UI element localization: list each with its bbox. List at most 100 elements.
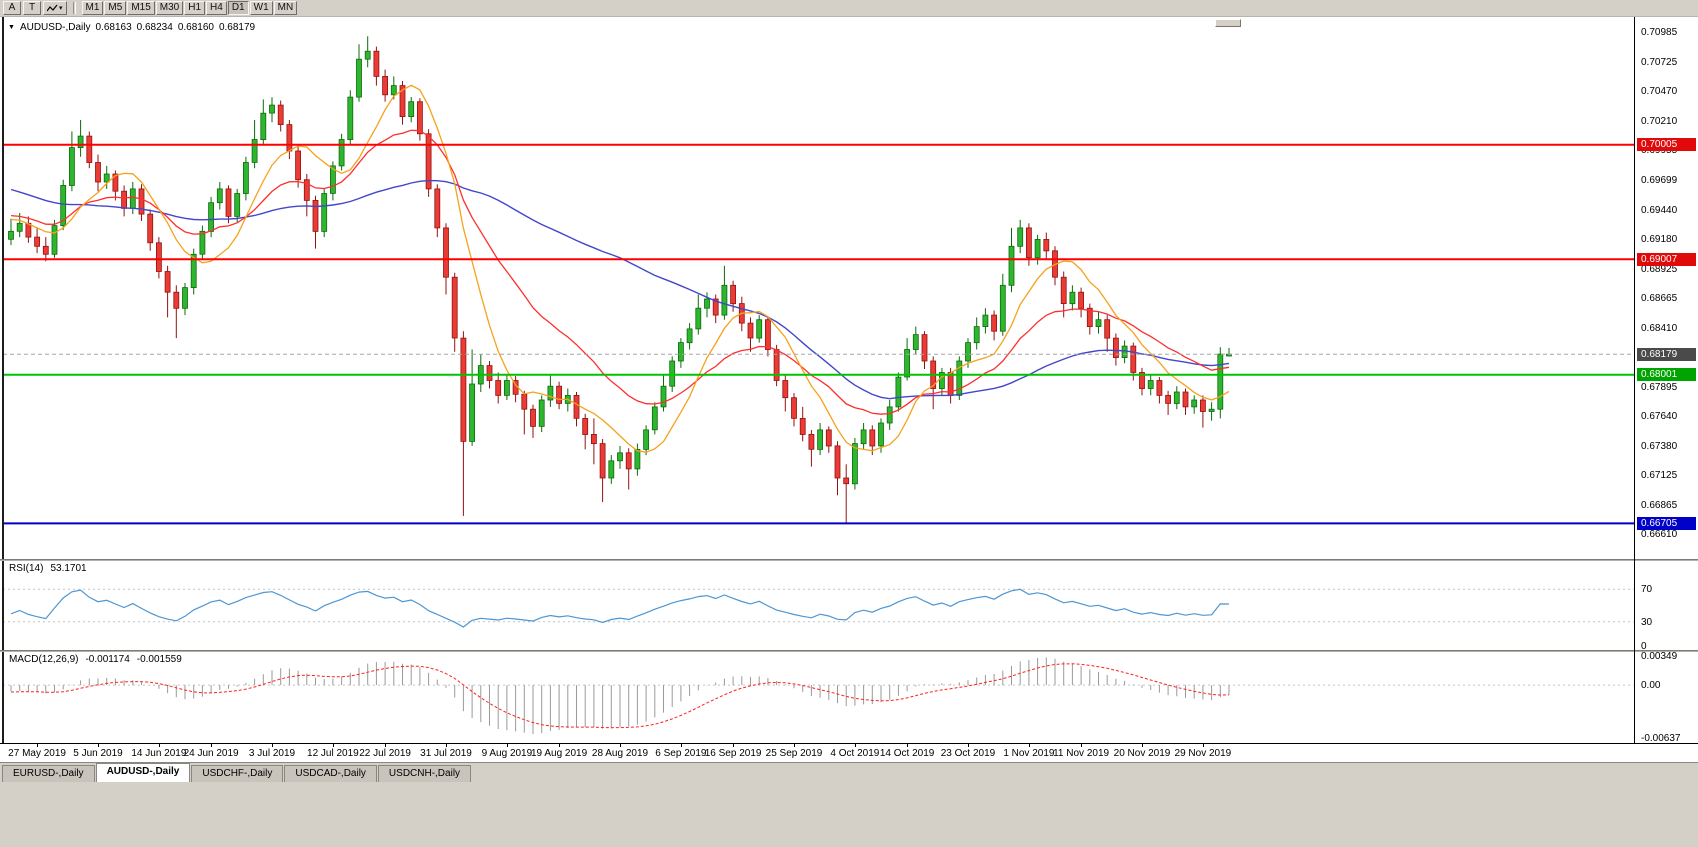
timeframe-button-h1[interactable]: H1 — [184, 1, 206, 15]
date-label: 6 Sep 2019 — [655, 748, 707, 759]
date-label: 29 Nov 2019 — [1174, 748, 1232, 759]
price-badge-0.69007: 0.69007 — [1637, 252, 1696, 266]
date-tick — [1028, 744, 1030, 747]
date-label: 9 Aug 2019 — [481, 748, 533, 759]
price-chart-canvas[interactable] — [3, 17, 1634, 559]
arrow-tool-button[interactable]: A — [3, 1, 21, 15]
price-axis-tick: 0.69699 — [1641, 174, 1678, 186]
date-tick — [733, 744, 735, 747]
ohlc-open: 0.68163 — [95, 22, 132, 33]
macd-axis-label: -0.00637 — [1641, 732, 1681, 744]
price-axis-tick: 0.67380 — [1641, 440, 1678, 452]
drawing-tools-button[interactable]: ▾ — [43, 1, 67, 15]
date-tick — [907, 744, 909, 747]
ohlc-high: 0.68234 — [136, 22, 173, 33]
date-label: 24 Jun 2019 — [183, 748, 239, 759]
rsi-axis-label: 0 — [1641, 640, 1647, 652]
date-tick — [854, 744, 856, 747]
timeframe-button-d1[interactable]: D1 — [227, 1, 249, 15]
macd-panel-canvas — [3, 657, 1634, 735]
price-axis-tick: 0.66865 — [1641, 500, 1678, 511]
main-toolbar: A T ▾ M1 M5 M15 M30 H1 H4 D1 W1 MN — [0, 0, 1698, 17]
date-label: 31 Jul 2019 — [420, 748, 472, 759]
rsi-axis-label: 30 — [1641, 616, 1653, 628]
date-label: 4 Oct 2019 — [830, 748, 880, 759]
price-axis-tick: 0.70985 — [1641, 27, 1678, 39]
date-tick — [680, 744, 682, 747]
price-axis-tick: 0.68925 — [1641, 263, 1678, 275]
date-label: 20 Nov 2019 — [1113, 748, 1171, 759]
macd-main-value: -0.001174 — [85, 654, 130, 665]
chart-tab-usdcad[interactable]: USDCAD-,Daily — [284, 765, 377, 782]
rsi-line — [10, 588, 1230, 628]
date-label: 3 Jul 2019 — [248, 748, 296, 759]
date-label: 14 Oct 2019 — [879, 748, 935, 759]
date-label: 5 Jun 2019 — [73, 748, 123, 759]
date-tick — [794, 744, 795, 747]
timeframe-button-m15[interactable]: M15 — [127, 1, 155, 15]
date-label: 19 Aug 2019 — [531, 748, 588, 759]
date-label: 16 Sep 2019 — [704, 748, 762, 759]
timeframe-button-h4[interactable]: H4 — [206, 1, 227, 15]
price-badge-0.70005: 0.70005 — [1637, 138, 1696, 152]
price-axis-tick: 0.70210 — [1641, 116, 1678, 128]
rsi-panel-canvas — [3, 588, 1634, 628]
date-label: 27 May 2019 — [8, 748, 66, 759]
date-label: 23 Oct 2019 — [940, 748, 996, 759]
panel-splitter-rsi[interactable] — [0, 559, 1698, 561]
date-tick — [1202, 744, 1204, 747]
ma-mid-line — [10, 129, 1230, 415]
price-axis-tick: 0.68665 — [1641, 293, 1678, 305]
chart-tab-usdchf[interactable]: USDCHF-,Daily — [191, 765, 284, 782]
symbol-period-label: AUDUSD-,Daily — [19, 22, 91, 33]
date-label: 28 Aug 2019 — [591, 748, 649, 759]
date-tick — [211, 744, 213, 747]
timeframe-button-m30[interactable]: M30 — [155, 1, 184, 15]
rsi-label: RSI(14) 53.1701 — [7, 563, 89, 574]
toolbar-separator — [72, 2, 76, 14]
price-badge-0.66705: 0.66705 — [1637, 516, 1696, 530]
rsi-value: 53.1701 — [50, 563, 87, 574]
text-tool-button[interactable]: T — [23, 1, 41, 15]
price-axis-tick: 0.67640 — [1641, 411, 1678, 423]
date-tick — [158, 744, 160, 747]
price-axis: 0.709850.707250.704700.702100.699550.696… — [1637, 0, 1698, 762]
date-tick — [968, 744, 969, 747]
date-label: 1 Nov 2019 — [1003, 748, 1055, 759]
chart-tab-audusd[interactable]: AUDUSD-,Daily — [95, 763, 191, 782]
date-tick — [272, 744, 273, 747]
date-label: 22 Jul 2019 — [359, 748, 411, 759]
price-axis-tick: 0.66610 — [1641, 529, 1678, 541]
chart-title: ▼ AUDUSD-,Daily 0.68163 0.68234 0.68160 … — [8, 22, 255, 33]
timeframe-button-m5[interactable]: M5 — [104, 1, 127, 15]
date-label: 11 Nov 2019 — [1053, 748, 1110, 759]
ohlc-close: 0.68179 — [218, 22, 256, 33]
ohlc-low: 0.68160 — [177, 22, 214, 33]
date-tick — [37, 744, 39, 747]
timeframe-buttons-group: M1 M5 M15 M30 H1 H4 D1 W1 MN — [81, 1, 298, 15]
price-axis-tick: 0.67895 — [1641, 381, 1678, 393]
timeframe-button-w1[interactable]: W1 — [249, 1, 273, 15]
ma-slow-line — [10, 179, 1230, 400]
timeframe-button-mn[interactable]: MN — [273, 1, 298, 15]
price-axis-tick: 0.67125 — [1641, 470, 1678, 482]
date-tick — [1142, 744, 1143, 747]
chart-tab-eurusd[interactable]: EURUSD-,Daily — [2, 765, 95, 782]
date-tick — [620, 744, 621, 747]
collapse-triangle-icon[interactable]: ▼ — [8, 24, 15, 31]
macd-axis-label: 0.00349 — [1641, 651, 1678, 663]
macd-axis-label: 0.00 — [1641, 680, 1661, 692]
chart-tabs: EURUSD-,Daily AUDUSD-,Daily USDCHF-,Daily U… — [0, 762, 1698, 782]
price-axis-tick: 0.69180 — [1641, 234, 1678, 246]
price-axis-tick: 0.68410 — [1641, 322, 1678, 334]
macd-histogram — [10, 657, 1230, 735]
chart-hscrollbar-thumb[interactable] — [1215, 19, 1241, 27]
price-axis-tick: 0.70725 — [1641, 57, 1678, 69]
date-tick — [385, 744, 387, 747]
price-badge-0.68179: 0.68179 — [1637, 347, 1696, 361]
rsi-name: RSI(14) — [9, 563, 44, 574]
panel-splitter-macd[interactable] — [0, 650, 1698, 652]
chart-tab-usdcnh[interactable]: USDCNH-,Daily — [377, 765, 472, 782]
timeframe-button-m1[interactable]: M1 — [81, 1, 104, 15]
date-tick — [559, 744, 561, 747]
